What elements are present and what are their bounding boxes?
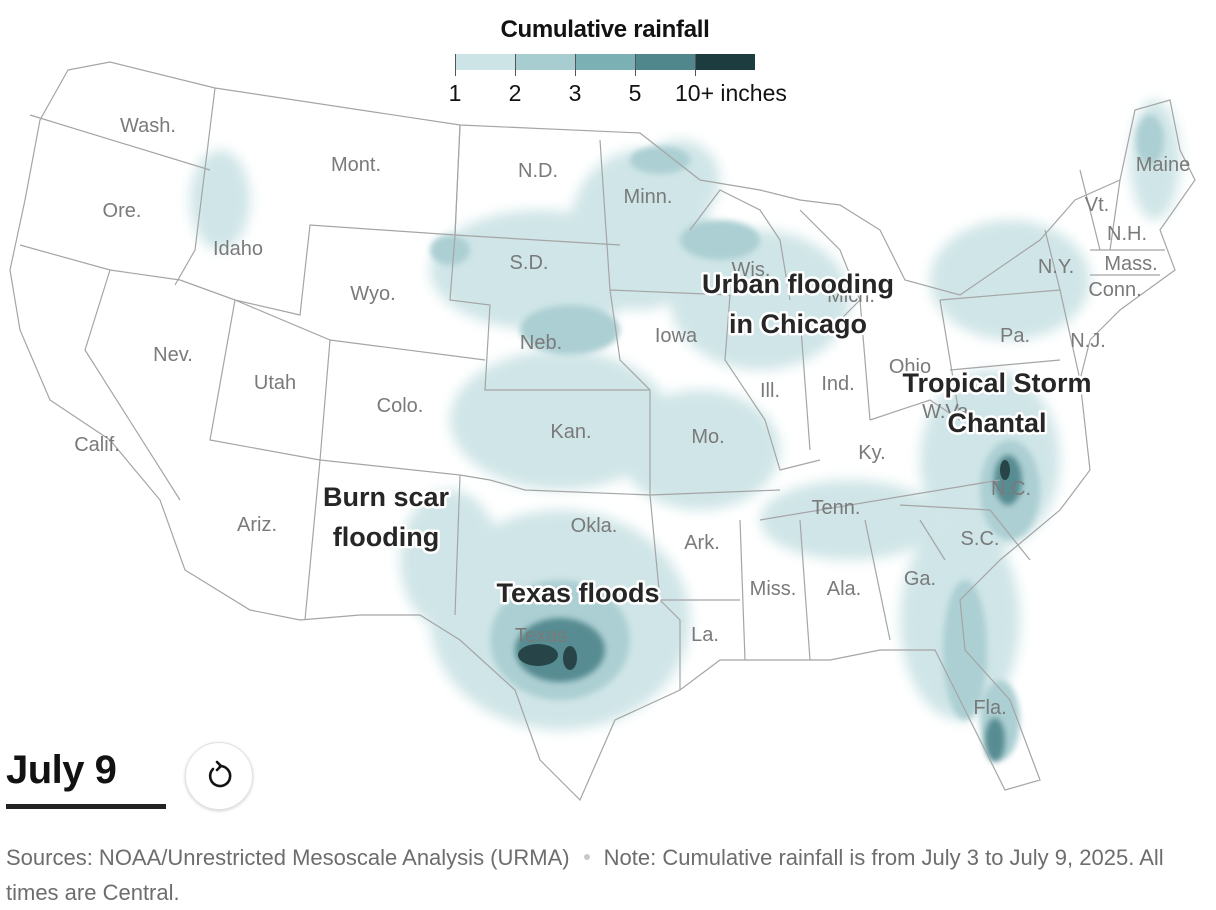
legend-label: 10+ inches (675, 80, 787, 106)
legend-swatch (635, 54, 695, 70)
replay-button[interactable] (185, 742, 253, 810)
state-label-vt: Vt. (1085, 194, 1109, 216)
annotation-chicago-line2: in Chicago (729, 309, 867, 339)
state-label-ind: Ind. (821, 373, 854, 395)
state-label-ill: Ill. (760, 380, 780, 402)
annotation-burn-line2: flooding (333, 522, 439, 552)
legend-tick (695, 54, 696, 76)
state-label-nd: N.D. (518, 160, 558, 182)
legend-tick (455, 54, 456, 76)
state-label-ark: Ark. (684, 532, 720, 554)
note-text: Note: Cumulative rainfall is from July 3… (6, 845, 1164, 905)
state-label-ohio: Ohio (889, 356, 931, 378)
state-label-la: La. (691, 624, 719, 646)
state-label-mont: Mont. (331, 154, 381, 176)
state-label-miss: Miss. (750, 578, 797, 600)
state-label-utah: Utah (254, 372, 296, 394)
state-label-kan: Kan. (550, 421, 591, 443)
state-label-wash: Wash. (120, 115, 176, 137)
state-borders (9, 61, 1196, 802)
legend-tick (515, 54, 516, 76)
date-underline (6, 804, 166, 809)
annotation-chantal-line1: Tropical Storm (902, 368, 1091, 398)
replay-icon (208, 760, 232, 788)
legend-label: 2 (508, 80, 522, 106)
state-label-nc: N.C. (991, 478, 1031, 500)
separator-dot (583, 854, 590, 861)
legend-tick (635, 54, 636, 76)
legend-label: 1 (448, 80, 462, 106)
state-label-calif: Calif. (74, 434, 120, 456)
legend-swatch (515, 54, 575, 70)
state-label-wis: Wis. (732, 259, 771, 281)
annotation-chantal-line2: Chantal (947, 408, 1046, 438)
state-label-ky: Ky. (858, 442, 885, 464)
legend-label: 3 (568, 80, 582, 106)
state-label-ariz: Ariz. (237, 514, 277, 536)
state-label-mich: Mich. (827, 285, 875, 307)
legend-swatch (695, 54, 755, 70)
state-label-ny: N.Y. (1038, 256, 1074, 278)
legend-label: 5 (628, 80, 642, 106)
rainfall-legend: Cumulative rainfall 1 2 3 5 10+ inches (440, 14, 820, 110)
state-labels: Wash. Ore. Calif. Idaho Nev. Mont. Wyo. Utah Ari… (74, 115, 1190, 719)
sources-text: Sources: NOAA/Unrestricted Mesoscale Ana… (6, 845, 570, 870)
state-label-mo: Mo. (691, 426, 724, 448)
annotation-chicago-line1: Urban flooding (702, 269, 894, 299)
state-label-pa: Pa. (1000, 325, 1030, 347)
state-label-ore: Ore. (103, 200, 142, 222)
state-label-okla: Okla. (571, 515, 618, 537)
state-label-tenn: Tenn. (812, 497, 861, 519)
sources-note: Sources: NOAA/Unrestricted Mesoscale Ana… (6, 840, 1196, 910)
current-date: July 9 (6, 748, 117, 792)
legend-swatches (455, 54, 755, 70)
state-label-wyo: Wyo. (350, 283, 395, 305)
state-label-nh: N.H. (1107, 223, 1147, 245)
state-label-maine: Maine (1136, 154, 1190, 176)
state-label-wva: W.Va. (922, 401, 974, 423)
legend-swatch (575, 54, 635, 70)
annotation-burn-line1: Burn scar (323, 482, 450, 512)
legend-tick (575, 54, 576, 76)
state-label-texas: Texas (515, 625, 567, 647)
rainfall-layer (190, 100, 1180, 762)
state-label-ga: Ga. (904, 568, 936, 590)
state-label-colo: Colo. (377, 395, 424, 417)
state-label-fla: Fla. (973, 697, 1006, 719)
legend-title: Cumulative rainfall (500, 16, 710, 43)
annotations: Urban flooding in Chicago Tropical Storm… (320, 267, 1094, 611)
state-label-sd: S.D. (510, 252, 549, 274)
state-label-iowa: Iowa (655, 325, 698, 347)
state-label-sc: S.C. (961, 528, 1000, 550)
legend-swatch (455, 54, 515, 70)
state-label-ala: Ala. (827, 578, 861, 600)
annotation-texas: Texas floods (496, 578, 659, 608)
state-label-mass: Mass. (1104, 253, 1157, 275)
state-label-minn: Minn. (624, 186, 673, 208)
state-label-nev: Nev. (153, 344, 193, 366)
state-label-va: Va. (1006, 417, 1035, 439)
state-label-neb: Neb. (520, 332, 562, 354)
state-label-idaho: Idaho (213, 238, 263, 260)
state-label-nj: N.J. (1070, 330, 1106, 352)
state-label-conn: Conn. (1088, 279, 1141, 301)
